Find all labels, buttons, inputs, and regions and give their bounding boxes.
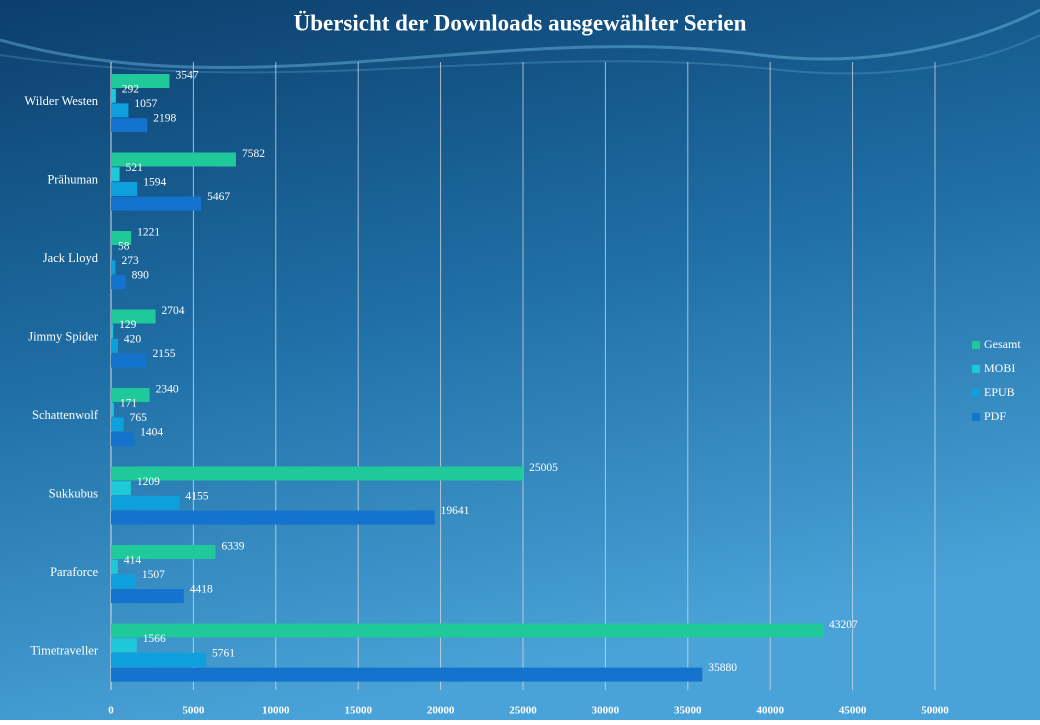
x-tick-label: 30000: [592, 705, 620, 717]
data-label: 1404: [140, 427, 163, 439]
data-label: 6339: [221, 541, 244, 553]
data-label: 1507: [142, 569, 165, 581]
x-tick-label: 35000: [674, 705, 702, 717]
x-tick-label: 45000: [839, 705, 867, 717]
bar: [111, 667, 703, 682]
data-label: 19641: [441, 505, 470, 517]
bar: [111, 481, 131, 496]
data-label: 521: [126, 162, 144, 174]
data-label: 1221: [137, 227, 160, 239]
y-tick-label: Sukkubus: [49, 486, 98, 500]
data-label: 2155: [153, 348, 176, 360]
y-tick-label: Paraforce: [50, 565, 98, 579]
x-tick-label: 0: [108, 705, 114, 717]
bar: [111, 245, 112, 260]
data-label: 890: [132, 270, 150, 282]
y-tick-label: Timetraveller: [30, 643, 98, 657]
data-label: 420: [124, 334, 142, 346]
bar: [111, 309, 156, 324]
bar: [111, 324, 114, 339]
legend-label: PDF: [984, 409, 1006, 423]
data-label: 3547: [175, 70, 198, 82]
y-tick-label: Prähuman: [47, 172, 98, 186]
x-tick-label: 50000: [921, 705, 949, 717]
data-label: 1566: [143, 633, 166, 645]
bar: [111, 152, 236, 167]
legend-label: Gesamt: [984, 337, 1021, 351]
data-label: 58: [118, 240, 130, 252]
bar: [111, 545, 216, 559]
data-label: 2340: [156, 384, 179, 396]
bar: [111, 495, 180, 510]
data-label: 414: [124, 554, 142, 566]
bar: [111, 103, 129, 118]
chart-title: Übersicht der Downloads ausgewählter Ser…: [294, 10, 747, 35]
data-label: 25005: [529, 462, 558, 474]
bar: [111, 181, 138, 196]
data-label: 765: [130, 412, 148, 424]
data-label: 1209: [137, 476, 160, 488]
bar: [111, 638, 137, 653]
bar: [111, 260, 116, 275]
y-tick-label: Jimmy Spider: [28, 329, 99, 343]
data-label: 35880: [708, 662, 737, 674]
bar: [111, 466, 524, 481]
bar: [111, 338, 118, 353]
bar: [111, 118, 148, 133]
bar: [111, 388, 150, 402]
legend-swatch: [972, 365, 980, 373]
y-tick-label: Schattenwolf: [32, 408, 99, 422]
x-tick-label: 15000: [344, 705, 372, 717]
bar: [111, 510, 435, 525]
data-label: 273: [121, 255, 139, 267]
bar: [111, 652, 206, 667]
bar: [111, 623, 824, 638]
legend-swatch: [972, 341, 980, 349]
data-label: 5761: [212, 648, 235, 660]
data-label: 171: [120, 397, 138, 409]
x-tick-label: 40000: [756, 705, 784, 717]
decoration: [0, 8, 1040, 69]
x-tick-label: 25000: [509, 705, 537, 717]
bar: [111, 432, 135, 447]
data-label: 1057: [134, 98, 157, 110]
data-label: 129: [119, 319, 136, 331]
bar: [111, 74, 170, 88]
legend-swatch: [972, 389, 980, 397]
data-label: 4418: [190, 584, 213, 596]
bar: [111, 167, 120, 182]
data-label: 5467: [207, 191, 230, 203]
bar: [111, 353, 147, 368]
bar: [111, 402, 114, 417]
bar: [111, 275, 126, 290]
x-tick-label: 10000: [262, 705, 290, 717]
x-tick-label: 5000: [182, 705, 205, 717]
data-label: 4155: [185, 491, 208, 503]
bar: [111, 88, 116, 103]
bar: [111, 559, 118, 574]
x-tick-label: 20000: [427, 705, 455, 717]
data-label: 7582: [242, 148, 265, 160]
y-tick-label: Jack Lloyd: [43, 251, 99, 265]
bar: [111, 196, 202, 211]
bar: [111, 417, 124, 432]
data-label: 1594: [143, 177, 166, 189]
data-label: 2704: [162, 305, 185, 317]
legend-label: MOBI: [984, 361, 1015, 375]
bar: [111, 589, 184, 604]
bar: [111, 231, 132, 245]
legend-swatch: [972, 413, 980, 421]
y-tick-label: Wilder Westen: [24, 94, 98, 108]
data-label: 43207: [829, 619, 858, 631]
data-label: 2198: [153, 113, 176, 125]
legend-label: EPUB: [984, 385, 1015, 399]
bar: [111, 574, 136, 589]
data-label: 292: [122, 83, 140, 95]
decoration: [0, 34, 1040, 75]
